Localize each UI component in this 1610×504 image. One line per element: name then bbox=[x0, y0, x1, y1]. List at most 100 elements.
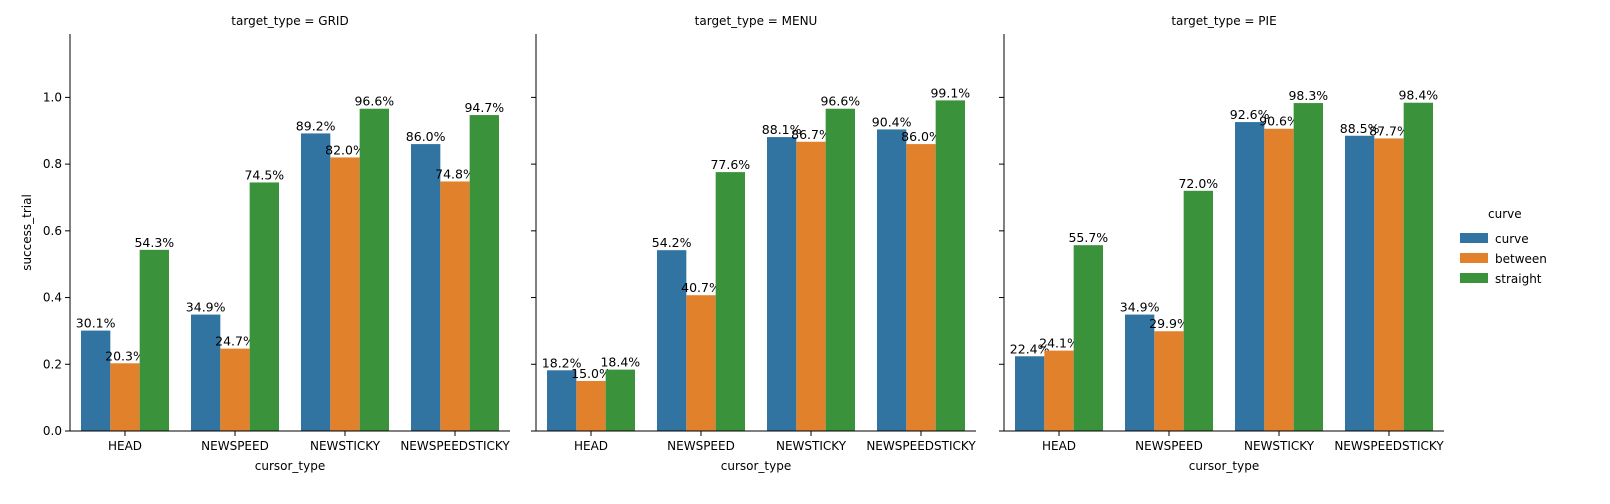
data-label: 29.9% bbox=[1149, 316, 1189, 331]
x-tick-label: NEWSPEEDSTICKY bbox=[1334, 439, 1444, 453]
data-label: 88.1% bbox=[762, 122, 802, 137]
data-label: 74.5% bbox=[244, 167, 284, 182]
legend-title: curve bbox=[1488, 207, 1522, 221]
data-label: 90.4% bbox=[872, 114, 912, 129]
data-label: 24.1% bbox=[1039, 336, 1079, 351]
data-label: 89.2% bbox=[296, 118, 336, 133]
bar bbox=[139, 249, 169, 431]
data-label: 96.6% bbox=[820, 94, 860, 109]
data-label: 88.5% bbox=[1340, 121, 1380, 136]
data-label: 77.6% bbox=[710, 157, 750, 172]
bar bbox=[440, 181, 470, 431]
data-label: 90.6% bbox=[1259, 114, 1299, 129]
x-tick-label: NEWSPEEDSTICKY bbox=[866, 439, 976, 453]
x-tick-label: NEWSPEED bbox=[667, 439, 735, 453]
data-label: 92.6% bbox=[1230, 107, 1270, 122]
bar bbox=[935, 100, 965, 432]
x-tick-label: NEWSTICKY bbox=[310, 439, 381, 453]
x-tick-label: NEWSPEED bbox=[1135, 439, 1203, 453]
data-label: 20.3% bbox=[105, 348, 145, 363]
legend-swatch bbox=[1460, 273, 1488, 283]
y-tick-label: 0.2 bbox=[43, 357, 62, 371]
bar bbox=[1293, 103, 1323, 431]
x-tick-label: NEWSPEED bbox=[201, 439, 269, 453]
x-tick-label: HEAD bbox=[108, 439, 142, 453]
data-label: 86.0% bbox=[406, 129, 446, 144]
legend-label: straight bbox=[1495, 272, 1542, 286]
data-label: 98.3% bbox=[1288, 88, 1328, 103]
data-label: 74.8% bbox=[435, 166, 475, 181]
bar bbox=[1264, 128, 1294, 431]
bar bbox=[330, 157, 360, 431]
bar bbox=[715, 172, 745, 431]
data-label: 22.4% bbox=[1010, 341, 1050, 356]
x-axis-label: cursor_type bbox=[255, 459, 325, 473]
data-label: 15.0% bbox=[571, 366, 611, 381]
bar bbox=[81, 330, 111, 431]
data-label: 34.9% bbox=[1120, 300, 1160, 315]
bar bbox=[469, 115, 499, 432]
bar bbox=[686, 295, 716, 431]
y-tick-label: 0.4 bbox=[43, 291, 62, 305]
bar bbox=[1044, 350, 1074, 431]
bar bbox=[906, 144, 936, 431]
bar bbox=[1073, 245, 1103, 431]
bar bbox=[1235, 122, 1265, 432]
data-label: 82.0% bbox=[325, 142, 365, 157]
bar bbox=[1183, 190, 1213, 431]
bar bbox=[605, 369, 635, 431]
bar bbox=[657, 250, 687, 431]
y-axis-label: success_trial bbox=[20, 194, 34, 271]
bar bbox=[877, 129, 907, 431]
y-tick-label: 1.0 bbox=[43, 90, 62, 104]
x-tick-label: NEWSTICKY bbox=[776, 439, 847, 453]
data-label: 54.3% bbox=[134, 235, 174, 250]
bar bbox=[249, 182, 279, 431]
data-label: 99.1% bbox=[930, 85, 970, 100]
bar bbox=[191, 314, 221, 431]
data-label: 98.4% bbox=[1398, 88, 1438, 103]
data-label: 40.7% bbox=[681, 280, 721, 295]
legend-label: curve bbox=[1495, 232, 1529, 246]
data-label: 24.7% bbox=[215, 334, 255, 349]
legend-swatch bbox=[1460, 233, 1488, 243]
bar bbox=[767, 137, 797, 431]
bar bbox=[1374, 138, 1404, 431]
y-tick-label: 0.8 bbox=[43, 157, 62, 171]
data-label: 87.7% bbox=[1369, 123, 1409, 138]
data-label: 55.7% bbox=[1068, 230, 1108, 245]
x-tick-label: NEWSTICKY bbox=[1244, 439, 1315, 453]
data-label: 72.0% bbox=[1178, 176, 1218, 191]
data-label: 96.6% bbox=[354, 94, 394, 109]
bar bbox=[220, 348, 250, 431]
y-tick-label: 0.0 bbox=[43, 424, 62, 438]
bar bbox=[547, 370, 577, 431]
bar bbox=[1125, 314, 1155, 431]
bar bbox=[1154, 331, 1184, 431]
x-axis-label: cursor_type bbox=[721, 459, 791, 473]
data-label: 94.7% bbox=[464, 100, 504, 115]
data-label: 18.4% bbox=[600, 355, 640, 370]
panel-title: target_type = MENU bbox=[695, 14, 818, 28]
bar bbox=[576, 380, 606, 431]
bar bbox=[825, 108, 855, 432]
bar bbox=[301, 133, 331, 431]
panel-title: target_type = GRID bbox=[231, 14, 348, 28]
y-tick-label: 0.6 bbox=[43, 224, 62, 238]
legend-label: between bbox=[1495, 252, 1547, 266]
bar bbox=[110, 363, 140, 431]
data-label: 30.1% bbox=[76, 316, 116, 331]
data-label: 86.7% bbox=[791, 127, 831, 142]
x-tick-label: NEWSPEEDSTICKY bbox=[400, 439, 510, 453]
x-tick-label: HEAD bbox=[1042, 439, 1076, 453]
x-axis-label: cursor_type bbox=[1189, 459, 1259, 473]
bar bbox=[1403, 102, 1433, 432]
x-tick-label: HEAD bbox=[574, 439, 608, 453]
legend-swatch bbox=[1460, 253, 1488, 263]
bar bbox=[411, 144, 441, 431]
data-label: 18.2% bbox=[542, 355, 582, 370]
data-label: 34.9% bbox=[186, 300, 226, 315]
panel-title: target_type = PIE bbox=[1171, 14, 1276, 28]
